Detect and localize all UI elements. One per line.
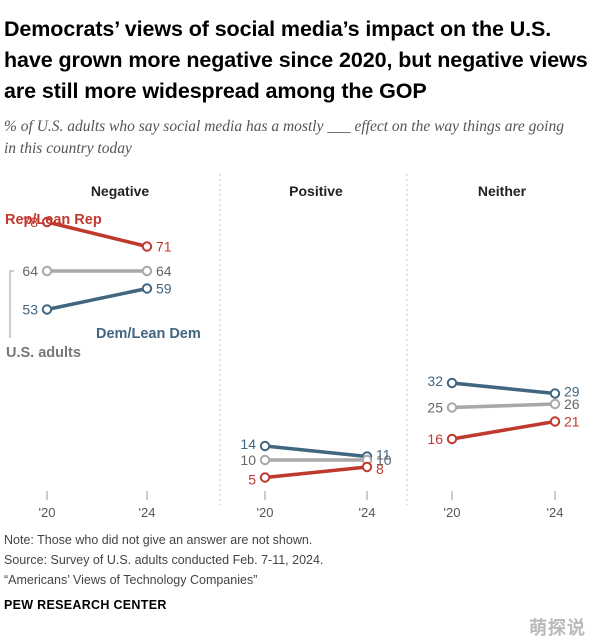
series-label-us: U.S. adults bbox=[6, 345, 81, 361]
data-point-dem-lean-dem bbox=[446, 377, 458, 389]
data-label: 10 bbox=[240, 452, 256, 468]
data-point-u-s-adults bbox=[141, 265, 153, 277]
data-point-dem-lean-dem bbox=[141, 283, 153, 294]
data-label: 8 bbox=[376, 461, 384, 477]
data-point-u-s-adults bbox=[446, 402, 458, 413]
chart-title: Democrats’ views of social media’s impac… bbox=[4, 17, 588, 103]
series-line-u-s-adults bbox=[450, 402, 557, 410]
x-tick-label: '24 bbox=[359, 505, 376, 520]
data-label: 32 bbox=[427, 373, 443, 389]
footer-note: Note: Those who did not give an answer a… bbox=[4, 533, 313, 547]
series-line-rep-lean-rep bbox=[450, 419, 557, 441]
data-point-u-s-adults bbox=[549, 398, 561, 410]
chart-subtitle: % of U.S. adults who say social media ha… bbox=[4, 118, 564, 157]
data-point-dem-lean-dem bbox=[549, 388, 561, 399]
data-label: 71 bbox=[156, 239, 172, 255]
data-label: 14 bbox=[240, 436, 256, 452]
data-point-u-s-adults bbox=[259, 454, 271, 466]
watermark: 萌探说 bbox=[529, 618, 586, 638]
data-point-rep-lean-rep bbox=[446, 433, 458, 445]
data-label: 78 bbox=[22, 214, 38, 230]
data-label: 11 bbox=[376, 447, 391, 463]
data-label: 59 bbox=[156, 281, 172, 297]
data-label: 64 bbox=[156, 263, 172, 279]
data-label: 64 bbox=[22, 263, 38, 279]
panel-title: Neither bbox=[478, 183, 527, 199]
data-label: 16 bbox=[427, 431, 443, 447]
footer-source: Source: Survey of U.S. adults conducted … bbox=[4, 553, 324, 567]
data-point-u-s-adults bbox=[41, 265, 53, 277]
data-label: 10 bbox=[376, 452, 392, 468]
us-adults-bracket bbox=[9, 270, 14, 338]
footer-report: “Americans’ Views of Technology Companie… bbox=[4, 573, 258, 587]
series-line-rep-lean-rep bbox=[263, 465, 369, 480]
series-line-rep-lean-rep bbox=[45, 220, 149, 249]
x-tick-label: '20 bbox=[39, 505, 56, 520]
series-label-rep: Rep/Lean Rep bbox=[5, 212, 102, 228]
panel-title: Negative bbox=[91, 183, 150, 199]
series-line-dem-lean-dem bbox=[45, 286, 149, 312]
data-label: 25 bbox=[427, 400, 443, 416]
data-point-rep-lean-rep bbox=[259, 472, 271, 483]
data-point-rep-lean-rep bbox=[361, 461, 373, 473]
data-label: 5 bbox=[248, 472, 256, 488]
panel-title: Positive bbox=[289, 183, 343, 199]
data-label: 53 bbox=[22, 302, 38, 318]
data-point-rep-lean-rep bbox=[549, 416, 561, 427]
series-line-dem-lean-dem bbox=[263, 444, 369, 459]
data-label: 21 bbox=[564, 414, 580, 430]
data-point-dem-lean-dem bbox=[41, 304, 53, 315]
brand-name: PEW RESEARCH CENTER bbox=[4, 598, 167, 612]
x-tick-label: '20 bbox=[444, 505, 461, 520]
x-tick-label: '20 bbox=[257, 505, 274, 520]
series-label-dem: Dem/Lean Dem bbox=[96, 326, 201, 342]
data-point-rep-lean-rep bbox=[141, 241, 153, 252]
x-tick-label: '24 bbox=[547, 505, 564, 520]
data-label: 29 bbox=[564, 384, 580, 400]
data-point-dem-lean-dem bbox=[259, 440, 271, 452]
series-line-dem-lean-dem bbox=[450, 381, 557, 396]
data-point-rep-lean-rep bbox=[41, 216, 53, 228]
data-label: 26 bbox=[564, 396, 580, 412]
x-tick-label: '24 bbox=[139, 505, 156, 520]
footer: Note: Those who did not give an answer a… bbox=[4, 530, 564, 590]
